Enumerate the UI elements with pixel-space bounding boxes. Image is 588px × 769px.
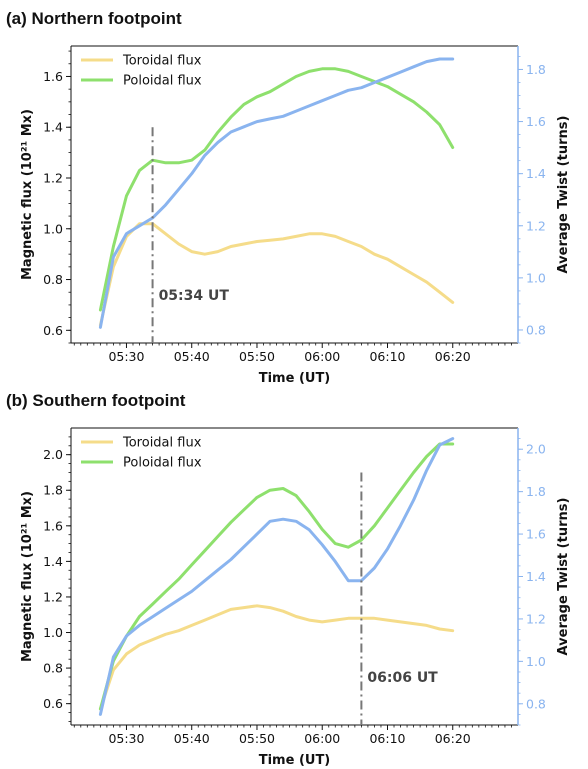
series-line-twist — [98, 437, 455, 716]
series-line-poloidal — [98, 442, 455, 711]
y-tick-label: 1.2 — [43, 589, 63, 604]
legend-label: Poloidal flux — [123, 456, 202, 471]
x-tick-label: 06:10 — [369, 349, 405, 364]
event-marker-label: 05:34 UT — [159, 288, 230, 304]
y-right-tick-label: 0.8 — [526, 322, 546, 337]
series-line-toroidal — [98, 222, 455, 327]
y-right-axis-label: Average Twist (turns) — [556, 116, 571, 274]
legend-label: Toroidal flux — [122, 436, 202, 451]
x-axis-label: Time (UT) — [259, 371, 331, 386]
y-right-tick-label: 2.0 — [526, 442, 546, 457]
x-tick-label: 06:00 — [304, 349, 340, 364]
series-line-toroidal — [98, 604, 455, 711]
y-tick-label: 0.8 — [43, 661, 63, 676]
chart-panel-a: (a) Northern footpoint 05:30 05:40 05:50 06:… — [6, 9, 571, 386]
y-right-tick-label: 1.4 — [526, 569, 546, 584]
x-tick-label: 05:50 — [239, 731, 275, 746]
x-tick-label: 05:30 — [108, 349, 144, 364]
x-tick-label: 05:30 — [108, 731, 144, 746]
y-tick-label: 1.6 — [43, 69, 63, 84]
y-tick-label: 1.6 — [43, 518, 63, 533]
x-tick-label: 06:20 — [435, 731, 471, 746]
y-right-tick-label: 1.2 — [526, 611, 546, 626]
y-right-axis-label: Average Twist (turns) — [556, 498, 571, 656]
legend-label: Toroidal flux — [122, 54, 202, 69]
y-axis-label: Magnetic flux (10²¹ Mx) — [20, 491, 35, 662]
y-right-tick-label: 1.4 — [526, 166, 546, 181]
x-tick-label: 05:40 — [174, 731, 210, 746]
y-tick-label: 1.2 — [43, 171, 63, 186]
y-tick-label: 1.0 — [43, 625, 63, 640]
y-tick-label: 1.4 — [43, 554, 63, 569]
y-axis-label: Magnetic flux (10²¹ Mx) — [20, 109, 35, 280]
chart-panel-b: (b) Southern footpoint 05:30 05:40 05:50 06:… — [6, 391, 571, 768]
y-right-tick-label: 1.8 — [526, 62, 546, 77]
panel-title: (a) Northern footpoint — [6, 9, 182, 28]
y-right-tick-label: 1.0 — [526, 270, 546, 285]
x-tick-label: 05:40 — [174, 349, 210, 364]
x-tick-label: 05:50 — [239, 349, 275, 364]
panel-title: (b) Southern footpoint — [6, 391, 186, 410]
y-tick-label: 1.8 — [43, 483, 63, 498]
y-right-tick-label: 1.8 — [526, 484, 546, 499]
y-right-tick-label: 1.6 — [526, 527, 546, 542]
y-right-tick-label: 1.2 — [526, 218, 546, 233]
event-marker-label: 06:06 UT — [367, 670, 438, 686]
y-right-tick-label: 1.0 — [526, 654, 546, 669]
x-tick-label: 06:20 — [435, 349, 471, 364]
y-right-tick-label: 1.6 — [526, 114, 546, 129]
legend-label: Poloidal flux — [123, 74, 202, 89]
y-tick-label: 1.0 — [43, 221, 63, 236]
series-line-twist — [98, 57, 455, 329]
series-line-poloidal — [98, 67, 455, 312]
y-tick-label: 0.6 — [43, 696, 63, 711]
y-tick-label: 1.4 — [43, 120, 63, 135]
y-right-tick-label: 0.8 — [526, 696, 546, 711]
y-tick-label: 0.6 — [43, 323, 63, 338]
y-tick-label: 0.8 — [43, 272, 63, 287]
y-tick-label: 2.0 — [43, 447, 63, 462]
x-axis-label: Time (UT) — [259, 753, 331, 768]
x-tick-label: 06:10 — [369, 731, 405, 746]
x-tick-label: 06:00 — [304, 731, 340, 746]
